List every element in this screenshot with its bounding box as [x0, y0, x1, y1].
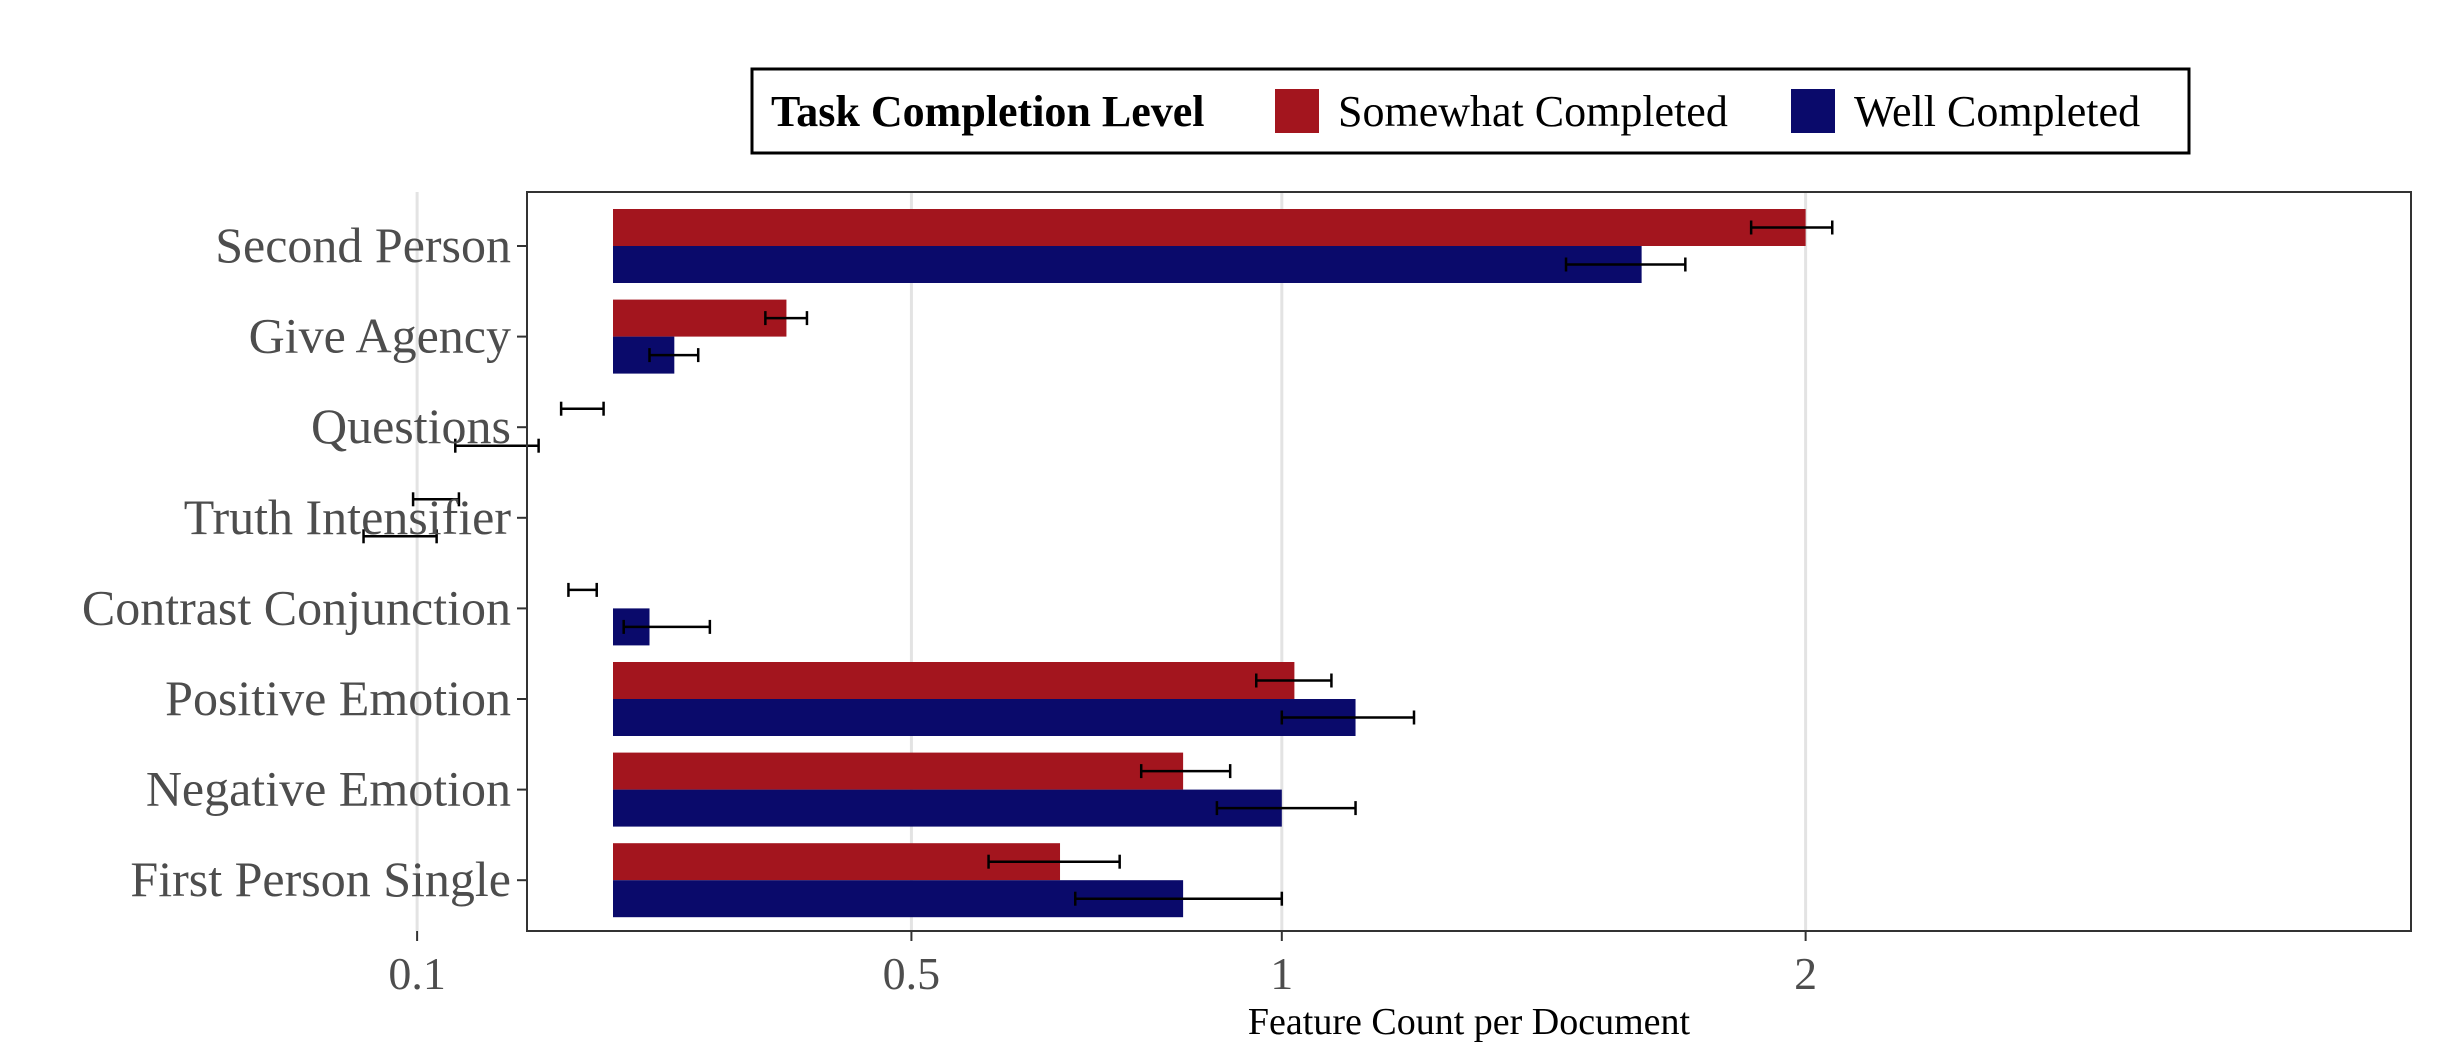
y-axis: Second Person Give Agency Questions Truth I… [82, 217, 527, 907]
bar-negative-emotion-somewhat-completed [613, 752, 1184, 790]
bars-layer [613, 209, 1806, 918]
error-bar-second-person-somewhat-completed [1749, 220, 1834, 235]
y-tick-label-positive-emotion: Positive Emotion [165, 670, 511, 726]
error-bar-negative-emotion-well-completed [1215, 801, 1357, 816]
error-bar-contrast-conjunction-well-completed [622, 619, 712, 634]
x-axis-title: Feature Count per Document [1248, 1001, 1691, 1043]
y-tick-label-give-agency: Give Agency [249, 308, 511, 364]
legend-key-somewhat-completed [1275, 89, 1319, 133]
legend-key-well-completed [1791, 89, 1835, 133]
x-axis: 0.1 0.5 1 2 [388, 931, 1817, 999]
legend: Task Completion Level Somewhat Completed… [750, 67, 2191, 155]
bar-first-person-single-somewhat-completed [613, 843, 1061, 881]
error-bar-give-agency-somewhat-completed [764, 311, 809, 326]
error-bar-questions-somewhat-completed [559, 401, 605, 416]
bar-give-agency-somewhat-completed [613, 299, 787, 337]
x-tick-label-0-5: 0.5 [883, 948, 941, 999]
bar-positive-emotion-well-completed [613, 699, 1356, 736]
x-tick-label-2: 2 [1794, 948, 1817, 999]
legend-label-somewhat-completed: Somewhat Completed [1338, 87, 1728, 136]
error-bar-second-person-well-completed [1564, 257, 1687, 272]
error-bar-questions-well-completed [454, 438, 540, 453]
plot-panel-border [526, 191, 2412, 932]
bar-second-person-somewhat-completed [613, 209, 1806, 246]
error-bar-negative-emotion-somewhat-completed [1139, 764, 1232, 779]
error-bar-truth-intensifier-somewhat-completed [411, 492, 461, 507]
error-bar-positive-emotion-well-completed [1280, 710, 1416, 725]
y-tick-label-truth-intensifier: Truth Intensifier [184, 489, 512, 545]
y-tick-label-contrast-conjunction: Contrast Conjunction [82, 579, 511, 635]
bar-positive-emotion-somewhat-completed [613, 662, 1295, 699]
y-tick-label-questions: Questions [311, 398, 511, 454]
legend-title: Task Completion Level [771, 87, 1205, 136]
y-tick-label-negative-emotion: Negative Emotion [146, 761, 511, 817]
y-tick-label-second-person: Second Person [215, 217, 511, 273]
error-bar-positive-emotion-somewhat-completed [1255, 673, 1333, 688]
error-bar-first-person-single-well-completed [1074, 891, 1284, 906]
y-tick-label-first-person-single: First Person Single [130, 851, 511, 907]
legend-label-well-completed: Well Completed [1854, 87, 2140, 136]
bar-negative-emotion-well-completed [613, 789, 1282, 827]
error-bar-give-agency-well-completed [648, 348, 700, 363]
legend-box [750, 67, 2191, 155]
x-tick-label-1: 1 [1270, 948, 1293, 999]
x-tick-label-0-1: 0.1 [388, 948, 446, 999]
error-bar-contrast-conjunction-somewhat-completed [567, 582, 598, 597]
bar-second-person-well-completed [613, 246, 1642, 283]
error-bar-first-person-single-somewhat-completed [987, 854, 1121, 869]
error-bars-layer [362, 220, 1834, 906]
error-bar-truth-intensifier-well-completed [362, 529, 438, 544]
